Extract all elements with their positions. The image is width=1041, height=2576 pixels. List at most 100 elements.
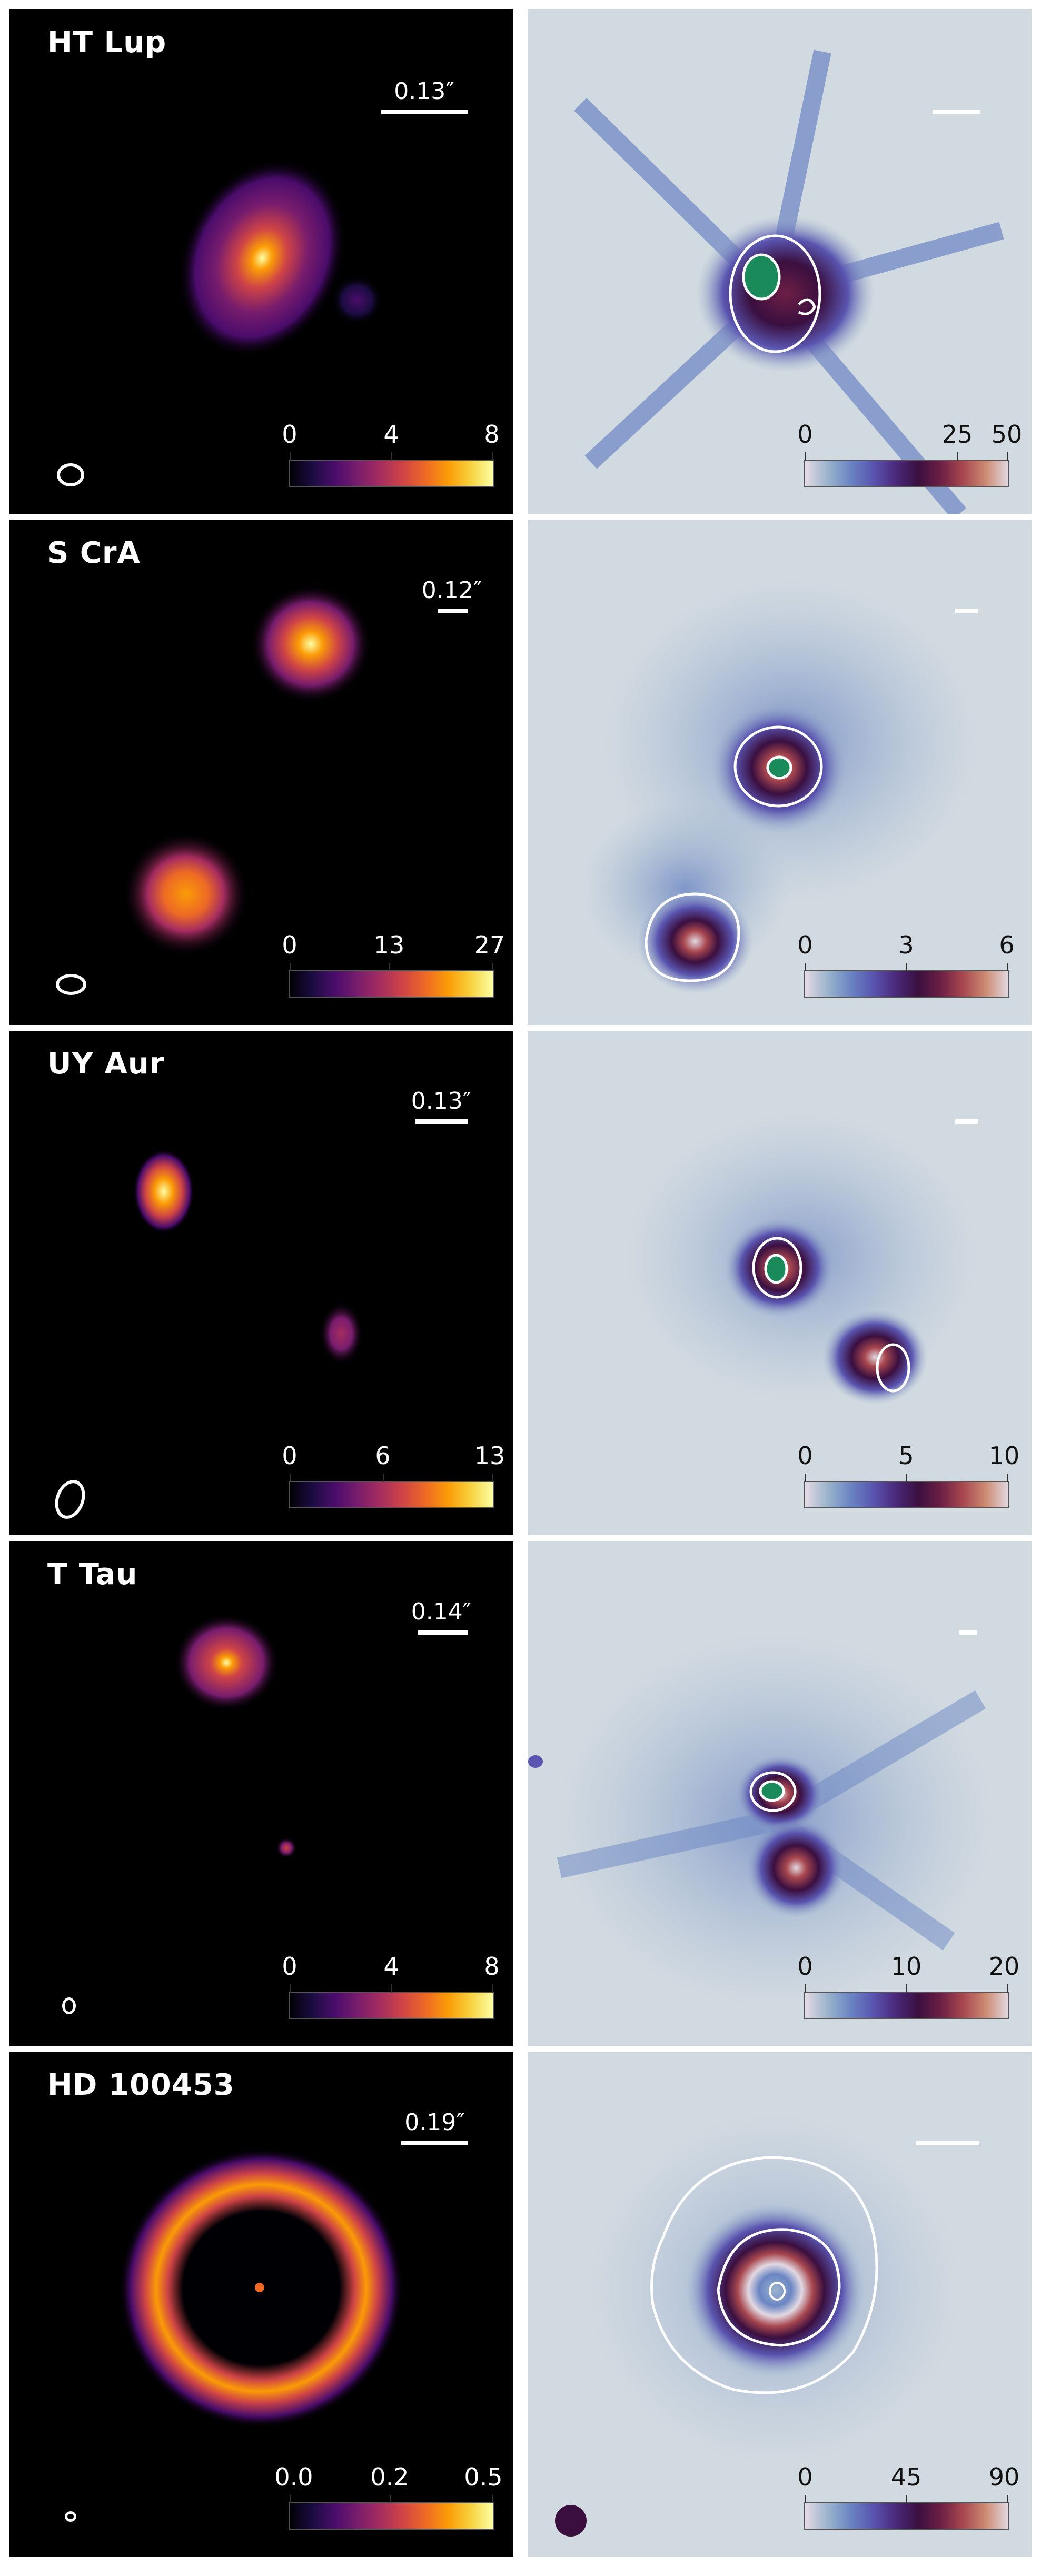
nir-image-t-tau [528, 1631, 996, 2010]
colorbar [289, 1474, 494, 1508]
colorbar-tick-label: 0 [282, 1952, 298, 1981]
colorbar-tick-label: 10 [890, 1952, 922, 1981]
colorbar [289, 963, 494, 998]
colorbar-tick-label: 10 [988, 1441, 1020, 1470]
nir-panel-s-cra: 0 3 6 [528, 520, 1032, 1025]
colorbar-tick-label: 0.0 [274, 2463, 313, 2491]
scale-bar [438, 609, 468, 613]
panel-title: T Tau [47, 1557, 138, 1592]
scale-bar [933, 110, 980, 114]
scale-bar [418, 1630, 468, 1635]
panel-title: HD 100453 [47, 2068, 235, 2102]
colorbar-tick-label: 45 [890, 2463, 922, 2491]
nir-panel-uy-aur: 0 5 10 [528, 1031, 1032, 1535]
nir-source-t-tau-b [746, 1818, 846, 1918]
colorbar-tick-label: 0 [797, 931, 813, 959]
colorbar [804, 963, 1009, 998]
colorbar-tick-label: 0 [282, 1441, 298, 1470]
mm-panel-uy-aur: UY Aur 0.13″ 0 6 13 [9, 1031, 513, 1535]
disk-t-tau-a [174, 1614, 279, 1711]
row-t-tau: T Tau 0.14″ 0 4 8 [9, 1541, 1032, 2046]
colorbar-tick-label: 0 [282, 420, 298, 449]
nir-panel-hd-100453: 0 45 90 [528, 2052, 1032, 2557]
mm-image-s-cra [123, 585, 371, 956]
companion-hd-100453 [555, 2505, 587, 2537]
row-ht-lup: HT Lup 0.13″ 0 4 8 [9, 9, 1032, 514]
mm-panel-hd-100453: HD 100453 0.19″ 0.0 0.2 0.5 [9, 2052, 513, 2557]
nir-source-uy-aur-b [822, 1310, 928, 1405]
colorbar-tick-label: 25 [941, 420, 973, 449]
disk-t-tau-b [276, 1837, 297, 1858]
colorbar-tick-label: 3 [898, 931, 914, 959]
nir-disk-hd-100453 [686, 2203, 865, 2377]
beam-ellipse [57, 463, 84, 486]
mm-image-hd-100453 [119, 2148, 403, 2428]
panel-title: S CrA [47, 536, 141, 570]
mm-image-uy-aur [133, 1149, 363, 1365]
disk-ht-lup-a [179, 159, 346, 357]
row-s-cra: S CrA 0.12″ 0 13 27 [9, 520, 1032, 1025]
panel-title: UY Aur [47, 1047, 165, 1081]
scale-label: 0.14″ [411, 1598, 472, 1625]
colorbar-tick-label: 8 [484, 1952, 500, 1981]
colorbar [804, 1984, 1009, 2019]
panel-title: HT Lup [47, 25, 167, 59]
disk-ht-lup-b [332, 276, 382, 324]
colorbar [804, 452, 1009, 487]
disk-uy-aur-a [133, 1149, 194, 1234]
colorbar-tick-label: 50 [991, 420, 1023, 449]
colorbar [289, 452, 494, 487]
scale-bar [955, 609, 978, 613]
colorbar-tick-label: 90 [988, 2463, 1020, 2491]
colorbar-tick-label: 6 [999, 931, 1015, 959]
central-source-hd-100453 [255, 2283, 264, 2292]
colorbar-tick-label: 0.5 [464, 2463, 503, 2491]
colorbar-tick-label: 0 [282, 931, 298, 959]
colorbar-tick-label: 4 [383, 420, 399, 449]
disk-uy-aur-b [319, 1302, 363, 1365]
nir-image-uy-aur [622, 1110, 980, 1405]
row-hd-100453: HD 100453 0.19″ 0.0 0.2 0.5 [9, 2052, 1032, 2557]
disk-s-cra-a [250, 585, 371, 703]
colorbar-tick-label: 0 [797, 2463, 813, 2491]
colorbar-tick-label: 5 [898, 1441, 914, 1470]
mm-panel-s-cra: S CrA 0.12″ 0 13 27 [9, 520, 513, 1025]
scale-bar [955, 1119, 978, 1124]
row-uy-aur: UY Aur 0.13″ 0 6 13 [9, 1031, 1032, 1535]
colorbar [289, 2495, 494, 2530]
scale-label: 0.13″ [411, 1088, 472, 1115]
scale-label: 0.19″ [404, 2109, 465, 2136]
beam-ellipse [62, 1997, 76, 2014]
scale-label: 0.13″ [394, 78, 454, 105]
scale-bar [401, 2141, 468, 2145]
scale-label: 0.12″ [421, 577, 482, 604]
colorbar [289, 1984, 494, 2019]
scale-bar [381, 110, 468, 114]
mm-panel-t-tau: T Tau 0.14″ 0 4 8 [9, 1541, 513, 2046]
scale-bar [916, 2141, 979, 2145]
colorbar-tick-label: 13 [474, 1441, 505, 1470]
colorbar-tick-label: 6 [375, 1441, 391, 1470]
colorbar-tick-label: 0 [797, 420, 813, 449]
colorbar-tick-label: 20 [988, 1952, 1020, 1981]
nir-source-s-cra-b [637, 889, 753, 994]
colorbar-tick-label: 27 [474, 931, 505, 959]
colorbar-tick-label: 0 [797, 1952, 813, 1981]
nir-image-hd-100453 [555, 2110, 965, 2537]
colorbar-tick-label: 13 [373, 931, 405, 959]
colorbar-tick-label: 8 [484, 420, 500, 449]
nir-image-s-cra [580, 578, 980, 994]
scale-bar [959, 1630, 977, 1635]
mm-image-t-tau [174, 1614, 297, 1858]
nir-panel-t-tau: 0 10 20 [528, 1541, 1032, 2046]
colorbar-tick-label: 4 [383, 1952, 399, 1981]
colorbar [804, 1474, 1009, 1508]
colorbar [804, 2495, 1009, 2530]
beam-ellipse [65, 2511, 76, 2522]
nir-panel-ht-lup: 0 25 50 [528, 9, 1032, 514]
disk-s-cra-b [123, 832, 249, 956]
colorbar-tick-label: 0 [797, 1441, 813, 1470]
colorbar-tick-label: 0.2 [370, 2463, 409, 2491]
mm-panel-ht-lup: HT Lup 0.13″ 0 4 8 [9, 9, 513, 514]
